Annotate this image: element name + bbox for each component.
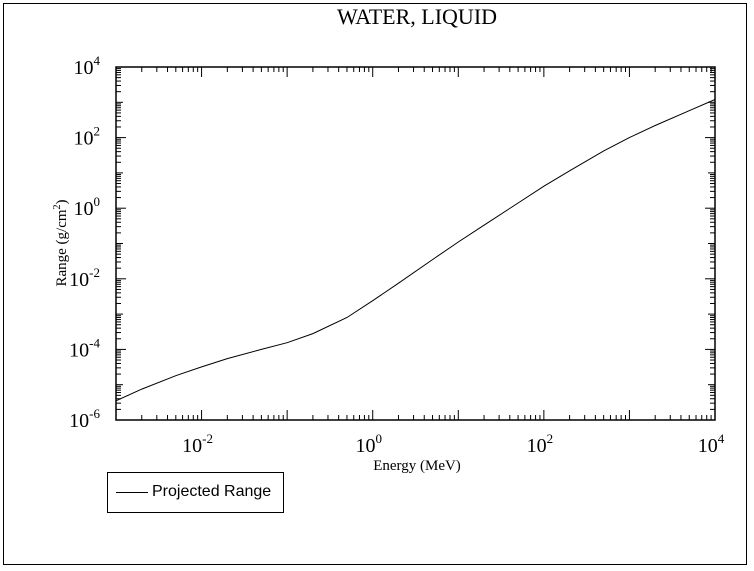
y-tick-label-exponent: 4 [94,53,101,68]
x-tick-label: 102 [527,431,554,457]
y-tick-label: 10-4 [69,335,100,361]
y-tick-label: 100 [74,194,101,220]
legend-label: Projected Range [152,483,272,500]
x-tick-label-base: 10 [182,435,202,457]
y-axis-label: Range (g/cm2) [52,199,70,286]
x-tick-label: 100 [355,431,382,457]
legend: Projected Range [107,472,284,513]
y-tick-label-base: 10 [74,198,94,220]
y-axis-label-text: Range (g/cm [54,209,70,286]
y-axis-label-close: ) [54,199,70,204]
y-tick-label-exponent: -2 [89,265,100,280]
x-tick-label: 104 [698,431,725,457]
x-tick-label-exponent: 4 [718,431,725,446]
chart-frame [3,3,747,565]
series-line-projected-range [115,99,716,402]
chart-title: WATER, LIQUID [337,4,497,29]
y-tick-label-base: 10 [69,339,89,361]
plot-area [115,66,716,421]
y-tick-label: 102 [74,124,101,150]
y-tick-label: 10-6 [69,406,100,432]
x-axis-label: Energy (MeV) [373,458,461,474]
y-tick-label-exponent: -4 [89,335,100,350]
x-tick-label-exponent: 2 [547,431,554,446]
x-tick-label-exponent: -2 [202,431,213,446]
legend-swatch-line [116,492,148,493]
x-tick-label-base: 10 [698,435,718,457]
x-tick-label-base: 10 [527,435,547,457]
y-tick-label-exponent: 0 [94,194,101,209]
y-tick-label-base: 10 [74,128,94,150]
y-axis-label-superscript: 2 [52,204,63,209]
y-tick-label-base: 10 [69,410,89,432]
x-tick-label: 10-2 [182,431,213,457]
y-tick-label-exponent: 2 [94,124,101,139]
y-tick-label-base: 10 [74,57,94,79]
x-tick-label-exponent: 0 [375,431,382,446]
y-tick-label-exponent: -6 [89,406,100,421]
y-tick-label-base: 10 [69,269,89,291]
x-tick-labels: 10-2 100 102 104 [182,431,725,457]
axis-ticks [115,66,716,421]
y-tick-label: 10-2 [69,265,100,291]
y-tick-label: 104 [74,53,101,79]
x-tick-label-base: 10 [355,435,375,457]
